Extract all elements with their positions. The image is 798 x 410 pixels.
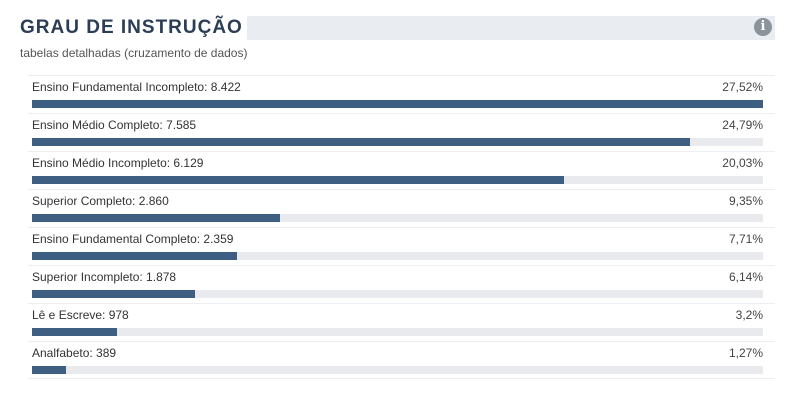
bar-track (32, 252, 763, 260)
bar-percent-label: 6,14% (728, 270, 763, 284)
bar-row: Lê e Escreve: 978 3,2% (28, 303, 775, 341)
bar-label: Ensino Fundamental Incompleto: 8.422 (32, 80, 241, 94)
bar-track (32, 138, 763, 146)
bar (32, 176, 565, 184)
bar-row: Ensino Médio Incompleto: 6.129 20,03% (28, 151, 775, 189)
bar-label: Ensino Médio Incompleto: 6.129 (32, 156, 204, 170)
bar-row: Superior Incompleto: 1.878 6,14% (28, 265, 775, 303)
info-icon[interactable]: i (754, 18, 772, 36)
bar-track (32, 176, 763, 184)
bar-label: Lê e Escreve: 978 (32, 308, 129, 322)
bar (32, 252, 237, 260)
chart-subtitle: tabelas detalhadas (cruzamento de dados) (20, 46, 248, 60)
bar (32, 214, 281, 222)
bar (32, 366, 66, 374)
bar-label: Superior Incompleto: 1.878 (32, 270, 177, 284)
bar-track (32, 214, 763, 222)
bar-percent-label: 7,71% (728, 232, 763, 246)
bar-row: Ensino Médio Completo: 7.585 24,79% (28, 113, 775, 151)
bar (32, 100, 763, 108)
bar (32, 138, 691, 146)
bar-label: Analfabeto: 389 (32, 346, 117, 360)
header-band (222, 16, 775, 40)
bar-track (32, 290, 763, 298)
bar-track (32, 328, 763, 336)
bar-track (32, 100, 763, 108)
bar (32, 290, 196, 298)
bar-track (32, 366, 763, 374)
bar-percent-label: 1,27% (728, 346, 763, 360)
bar-row: Analfabeto: 389 1,27% (28, 341, 775, 379)
bar-row: Ensino Fundamental Completo: 2.359 7,71% (28, 227, 775, 265)
bar-percent-label: 24,79% (722, 118, 763, 132)
bar-list: Ensino Fundamental Incompleto: 8.422 27,5… (28, 75, 775, 379)
bar-label: Ensino Médio Completo: 7.585 (32, 118, 197, 132)
bar (32, 328, 117, 336)
bar-label: Ensino Fundamental Completo: 2.359 (32, 232, 234, 246)
bar-percent-label: 9,35% (728, 194, 763, 208)
bar-row: Ensino Fundamental Incompleto: 8.422 27,5… (28, 75, 775, 113)
chart-title: GRAU DE INSTRUÇÃO (20, 16, 247, 40)
bar-percent-label: 3,2% (735, 308, 763, 322)
bar-percent-label: 27,52% (722, 80, 763, 94)
bar-label: Superior Completo: 2.860 (32, 194, 169, 208)
bar-row: Superior Completo: 2.860 9,35% (28, 189, 775, 227)
bar-percent-label: 20,03% (722, 156, 763, 170)
